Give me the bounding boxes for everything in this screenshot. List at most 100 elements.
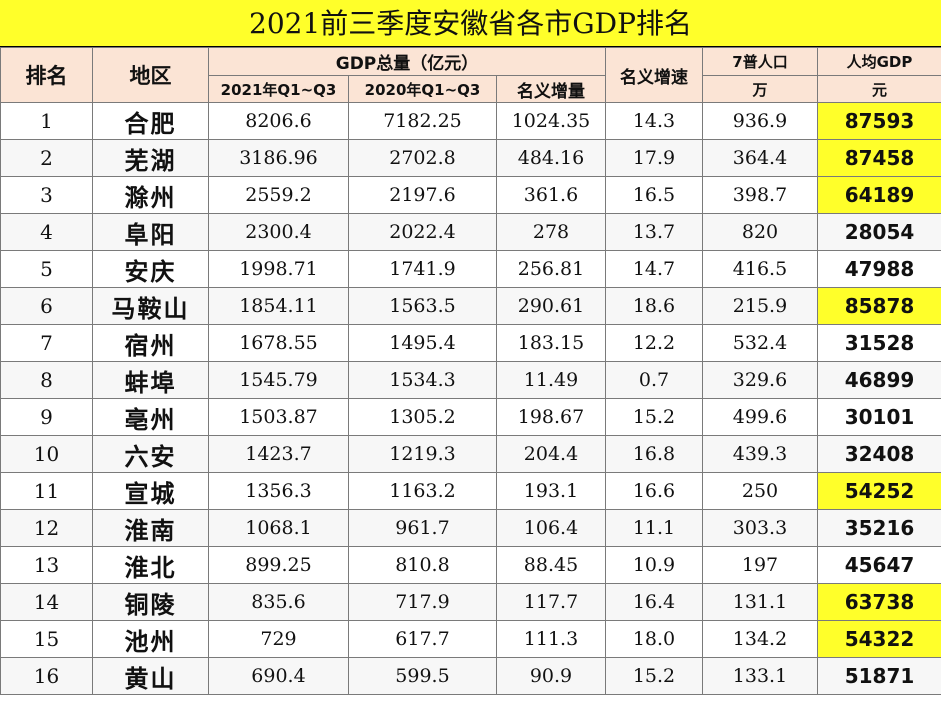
table-row: 5 安庆 1998.71 1741.9 256.81 14.7 416.5 47…	[0, 250, 941, 288]
cell-city: 黄山	[92, 657, 209, 695]
cell-gdp-2021: 1503.87	[208, 398, 349, 436]
cell-per-capita: 85878	[817, 287, 941, 325]
cell-nominal-growth: 15.2	[605, 398, 703, 436]
cell-gdp-2021: 1998.71	[208, 250, 349, 288]
cell-rank: 11	[0, 472, 93, 510]
cell-per-capita: 54252	[817, 472, 941, 510]
cell-nominal-growth: 11.1	[605, 509, 703, 547]
cell-gdp-2020: 1219.3	[348, 435, 497, 473]
cell-gdp-2021: 690.4	[208, 657, 349, 695]
table-row: 11 宣城 1356.3 1163.2 193.1 16.6 250 54252	[0, 472, 941, 510]
cell-nominal-growth: 16.6	[605, 472, 703, 510]
cell-gdp-2020: 2197.6	[348, 176, 497, 214]
cell-per-capita: 31528	[817, 324, 941, 362]
cell-per-capita: 28054	[817, 213, 941, 251]
cell-nominal-increase: 117.7	[496, 583, 606, 621]
cell-census-pop: 329.6	[702, 361, 818, 399]
cell-city: 淮南	[92, 509, 209, 547]
header-per-capita-unit: 元	[817, 75, 941, 103]
cell-city: 铜陵	[92, 583, 209, 621]
cell-gdp-2021: 1423.7	[208, 435, 349, 473]
cell-per-capita: 54322	[817, 620, 941, 658]
cell-gdp-2020: 1495.4	[348, 324, 497, 362]
cell-city: 蚌埠	[92, 361, 209, 399]
cell-gdp-2021: 1854.11	[208, 287, 349, 325]
header-nominal-growth: 名义增速	[605, 47, 703, 103]
cell-census-pop: 303.3	[702, 509, 818, 547]
cell-census-pop: 133.1	[702, 657, 818, 695]
header-gdp-total: GDP总量（亿元）	[208, 47, 606, 76]
cell-nominal-growth: 0.7	[605, 361, 703, 399]
cell-gdp-2021: 8206.6	[208, 102, 349, 140]
cell-rank: 13	[0, 546, 93, 584]
cell-nominal-increase: 361.6	[496, 176, 606, 214]
cell-rank: 8	[0, 361, 93, 399]
header-per-capita: 人均GDP	[817, 47, 941, 76]
header-region: 地区	[92, 47, 209, 103]
cell-city: 淮北	[92, 546, 209, 584]
cell-per-capita: 63738	[817, 583, 941, 621]
cell-rank: 3	[0, 176, 93, 214]
table-row: 7 宿州 1678.55 1495.4 183.15 12.2 532.4 31…	[0, 324, 941, 362]
cell-per-capita: 64189	[817, 176, 941, 214]
cell-city: 亳州	[92, 398, 209, 436]
table-row: 4 阜阳 2300.4 2022.4 278 13.7 820 28054	[0, 213, 941, 251]
cell-nominal-growth: 18.0	[605, 620, 703, 658]
table-row: 12 淮南 1068.1 961.7 106.4 11.1 303.3 3521…	[0, 509, 941, 547]
cell-rank: 4	[0, 213, 93, 251]
cell-nominal-increase: 198.67	[496, 398, 606, 436]
cell-gdp-2021: 899.25	[208, 546, 349, 584]
cell-gdp-2020: 961.7	[348, 509, 497, 547]
sheet-title: 2021前三季度安徽省各市GDP排名	[0, 0, 941, 47]
cell-gdp-2020: 810.8	[348, 546, 497, 584]
cell-census-pop: 532.4	[702, 324, 818, 362]
cell-gdp-2021: 1068.1	[208, 509, 349, 547]
cell-census-pop: 439.3	[702, 435, 818, 473]
cell-gdp-2021: 2300.4	[208, 213, 349, 251]
cell-per-capita: 87458	[817, 139, 941, 177]
cell-rank: 12	[0, 509, 93, 547]
cell-city: 阜阳	[92, 213, 209, 251]
cell-gdp-2020: 617.7	[348, 620, 497, 658]
cell-gdp-2021: 2559.2	[208, 176, 349, 214]
cell-rank: 15	[0, 620, 93, 658]
cell-nominal-increase: 90.9	[496, 657, 606, 695]
cell-city: 马鞍山	[92, 287, 209, 325]
table-row: 8 蚌埠 1545.79 1534.3 11.49 0.7 329.6 4689…	[0, 361, 941, 399]
table-row: 13 淮北 899.25 810.8 88.45 10.9 197 45647	[0, 546, 941, 584]
cell-gdp-2020: 1534.3	[348, 361, 497, 399]
cell-city: 宣城	[92, 472, 209, 510]
cell-nominal-increase: 193.1	[496, 472, 606, 510]
cell-gdp-2021: 835.6	[208, 583, 349, 621]
header-nominal-increase: 名义增量	[496, 75, 606, 103]
cell-nominal-growth: 18.6	[605, 287, 703, 325]
cell-nominal-growth: 10.9	[605, 546, 703, 584]
table-body: 1 合肥 8206.6 7182.25 1024.35 14.3 936.9 8…	[0, 102, 941, 695]
cell-nominal-increase: 204.4	[496, 435, 606, 473]
cell-census-pop: 936.9	[702, 102, 818, 140]
cell-nominal-growth: 15.2	[605, 657, 703, 695]
cell-gdp-2021: 1356.3	[208, 472, 349, 510]
gdp-table: 排名 地区 GDP总量（亿元） 名义增速 7普人口 人均GDP 2021年Q1~…	[0, 47, 941, 695]
cell-census-pop: 416.5	[702, 250, 818, 288]
cell-rank: 14	[0, 583, 93, 621]
cell-city: 六安	[92, 435, 209, 473]
cell-nominal-increase: 278	[496, 213, 606, 251]
cell-nominal-growth: 14.3	[605, 102, 703, 140]
cell-nominal-increase: 256.81	[496, 250, 606, 288]
cell-census-pop: 197	[702, 546, 818, 584]
cell-city: 池州	[92, 620, 209, 658]
header-census-pop: 7普人口	[702, 47, 818, 76]
cell-nominal-increase: 106.4	[496, 509, 606, 547]
cell-gdp-2020: 2022.4	[348, 213, 497, 251]
cell-gdp-2020: 2702.8	[348, 139, 497, 177]
cell-census-pop: 364.4	[702, 139, 818, 177]
cell-per-capita: 30101	[817, 398, 941, 436]
cell-per-capita: 46899	[817, 361, 941, 399]
cell-rank: 5	[0, 250, 93, 288]
cell-per-capita: 32408	[817, 435, 941, 473]
cell-rank: 2	[0, 139, 93, 177]
table-row: 3 滁州 2559.2 2197.6 361.6 16.5 398.7 6418…	[0, 176, 941, 214]
table-row: 16 黄山 690.4 599.5 90.9 15.2 133.1 51871	[0, 657, 941, 695]
table-row: 1 合肥 8206.6 7182.25 1024.35 14.3 936.9 8…	[0, 102, 941, 140]
